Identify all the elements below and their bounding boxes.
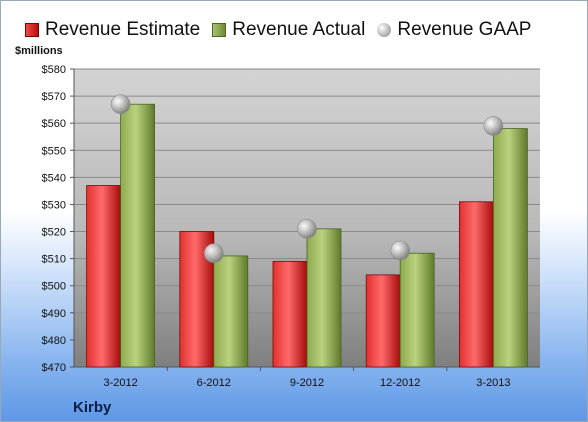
bar-revenue-actual — [492, 128, 528, 368]
x-tick-label: 12-2012 — [380, 377, 420, 389]
y-tick-label: $470 — [42, 362, 66, 374]
y-tick-label: $550 — [42, 145, 66, 157]
legend-item-estimate: Revenue Estimate — [25, 19, 200, 41]
bar-revenue-estimate — [86, 185, 121, 368]
legend-marker-gaap — [377, 23, 392, 37]
x-tick-label: 9-2012 — [290, 377, 324, 389]
marker-revenue-gaap — [110, 94, 131, 115]
bar-series — [86, 94, 528, 368]
y-tick-label: $580 — [42, 64, 66, 76]
legend-label-estimate: Revenue Estimate — [45, 19, 201, 40]
x-tick-label: 3-2013 — [476, 377, 510, 389]
y-tick-label: $500 — [42, 281, 66, 293]
marker-revenue-gaap — [297, 219, 317, 239]
legend-item-actual: Revenue Actual — [212, 19, 365, 41]
bar-revenue-estimate — [272, 260, 308, 368]
company-label: Kirby — [73, 399, 112, 416]
bar-revenue-estimate — [365, 274, 401, 368]
bar-revenue-actual — [120, 103, 155, 368]
marker-revenue-gaap — [483, 116, 504, 136]
y-tick-label: $480 — [42, 335, 66, 347]
y-tick-label: $520 — [42, 227, 66, 239]
legend-swatch-actual — [212, 23, 227, 37]
marker-revenue-gaap — [390, 240, 411, 261]
x-axis-ticks: 3-2012 6-2012 9-2012 12-2012 3-2013 — [103, 377, 510, 389]
legend-label-actual: Revenue Actual — [232, 19, 366, 40]
chart-legend: Revenue Estimate Revenue Actual Revenue … — [25, 17, 531, 43]
y-tick-label: $560 — [42, 118, 66, 130]
y-tick-label: $530 — [42, 199, 66, 211]
bar-revenue-estimate — [458, 201, 494, 368]
y-axis-unit-label: $millions — [15, 45, 63, 57]
y-tick-label: $540 — [42, 172, 66, 184]
y-tick-label: $570 — [42, 91, 66, 103]
x-tick-label: 6-2012 — [197, 377, 231, 389]
legend-swatch-estimate — [25, 23, 39, 37]
legend-label-gaap: Revenue GAAP — [397, 19, 532, 40]
bar-revenue-actual — [306, 228, 342, 368]
marker-revenue-gaap — [204, 243, 224, 264]
legend-item-gaap: Revenue GAAP — [377, 19, 531, 41]
bar-revenue-actual — [399, 252, 435, 368]
y-axis-ticks: $470 $480 $490 $500 $510 $520 $530 $540 $550 $560… — [42, 64, 66, 374]
bar-revenue-actual — [213, 255, 249, 368]
y-tick-label: $490 — [42, 308, 66, 320]
x-tick-label: 3-2012 — [103, 377, 137, 389]
y-tick-label: $510 — [42, 254, 66, 266]
